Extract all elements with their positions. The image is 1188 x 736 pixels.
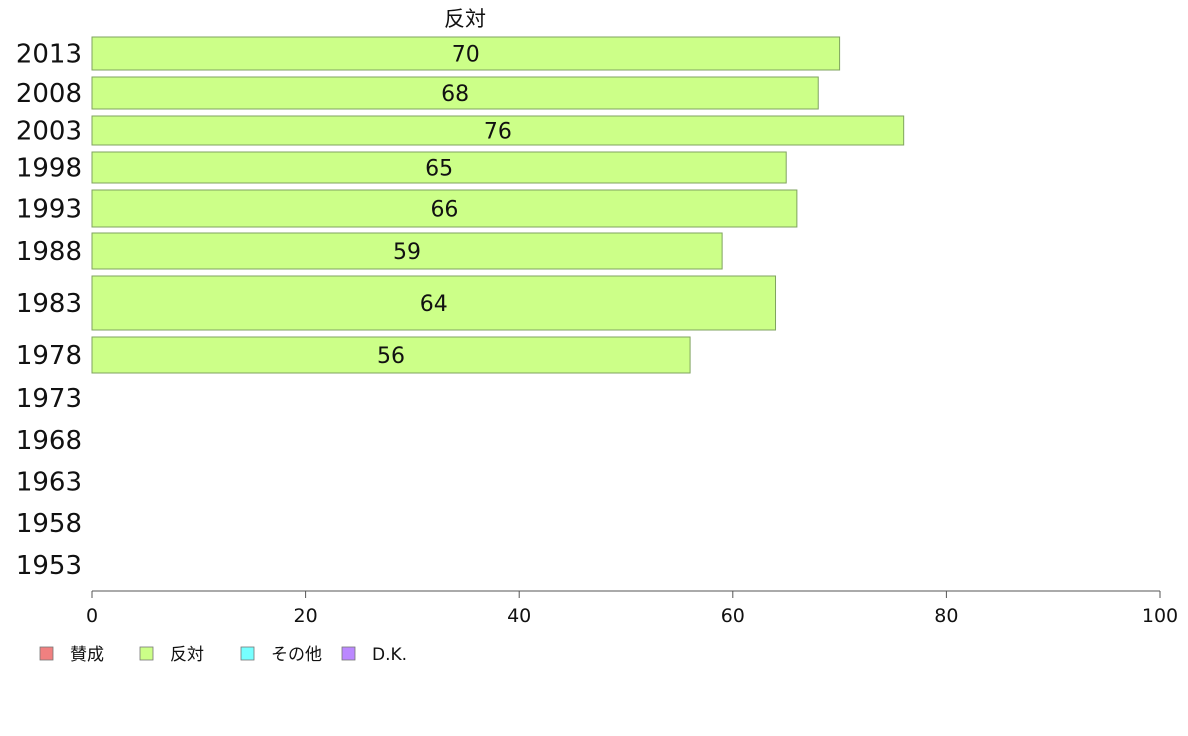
x-tick-label: 20 <box>294 605 318 627</box>
bar-1993 <box>91 189 798 228</box>
bar-value-label: 70 <box>452 43 480 68</box>
series-title: 反対 <box>444 7 486 31</box>
legend-swatch <box>341 646 356 661</box>
bar-1978 <box>91 336 691 374</box>
category-labels: 2013 2008 2003 1998 1993 1988 1983 1978 1973 1968… <box>16 40 82 582</box>
category-label: 1993 <box>16 195 82 225</box>
x-tick-label: 80 <box>934 605 958 627</box>
category-label: 2008 <box>16 79 82 109</box>
bar-value-label: 66 <box>430 198 458 223</box>
bars-layer <box>91 36 905 374</box>
legend-label: 反対 <box>170 645 204 665</box>
category-label: 2003 <box>16 117 82 147</box>
legend-swatch <box>39 646 54 661</box>
legend: 賛成 反対 その他 D.K. <box>39 645 407 665</box>
category-label: 1988 <box>16 237 82 267</box>
bar-1988 <box>91 232 723 270</box>
category-label: 2013 <box>16 40 82 70</box>
x-tick-label: 60 <box>721 605 745 627</box>
bar-value-label: 68 <box>441 82 469 107</box>
category-label: 1968 <box>16 426 82 456</box>
legend-label: その他 <box>271 645 322 665</box>
bar-1998 <box>91 151 787 184</box>
bar-value-labels: 70 68 76 65 66 59 64 56 <box>377 43 512 370</box>
x-tick-label: 40 <box>507 605 531 627</box>
bar-value-label: 64 <box>420 292 448 317</box>
bar-value-label: 76 <box>484 120 512 145</box>
bar-value-label: 56 <box>377 344 405 369</box>
bar-1983 <box>91 275 777 331</box>
category-label: 1973 <box>16 384 82 414</box>
legend-label: D.K. <box>372 645 407 665</box>
bar-value-label: 59 <box>393 240 421 265</box>
legend-label: 賛成 <box>70 645 104 665</box>
bar-value-label: 65 <box>425 157 453 182</box>
category-label: 1978 <box>16 341 82 371</box>
x-tick-label: 0 <box>86 605 98 627</box>
bar-2013 <box>91 36 841 71</box>
x-tick-label: 100 <box>1142 605 1178 627</box>
x-axis: 0 20 40 60 80 100 <box>86 590 1178 627</box>
category-label: 1963 <box>16 468 82 498</box>
bar-2003 <box>91 115 905 146</box>
legend-swatch <box>240 646 255 661</box>
category-label: 1958 <box>16 509 82 539</box>
category-label: 1983 <box>16 289 82 319</box>
legend-swatch <box>139 646 154 661</box>
category-label: 1998 <box>16 154 82 184</box>
category-label: 1953 <box>16 551 82 581</box>
bar-2008 <box>91 76 819 110</box>
